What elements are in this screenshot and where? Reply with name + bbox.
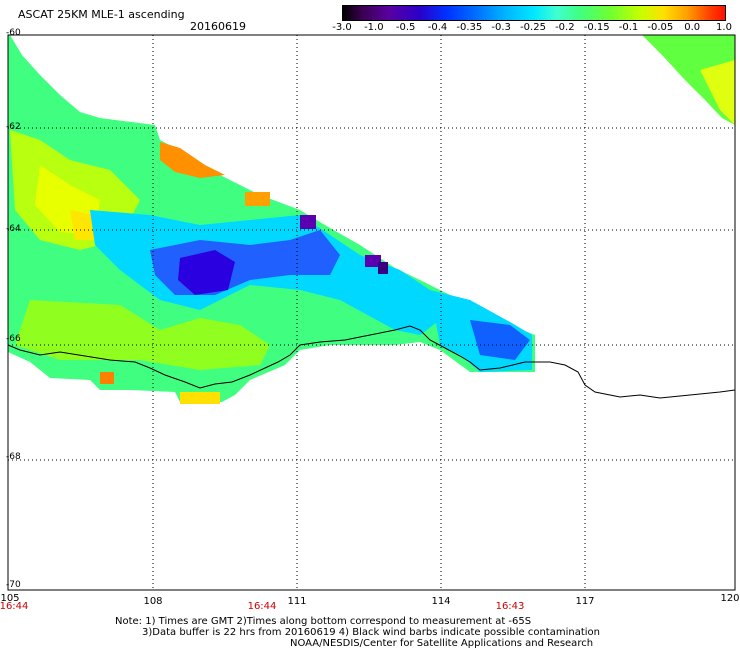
colorbar-tick-label: -0.5 (395, 22, 416, 33)
product-title: ASCAT 25KM MLE-1 ascending (18, 8, 185, 21)
colorbar-tick-label: -1.0 (364, 22, 384, 33)
date-label: 20160619 (190, 20, 246, 33)
orange-edge (160, 142, 225, 178)
orange-pixel (245, 192, 270, 206)
lat-label: -70 (6, 580, 21, 590)
colorbar-tick-label: -0.05 (647, 22, 674, 33)
data-region-darkblue (178, 250, 235, 295)
lon-label: 120 (720, 593, 740, 604)
colorbar-tick-label: -0.25 (520, 22, 546, 33)
lon-label: 105 (0, 593, 20, 604)
lon-label: 117 (575, 596, 595, 607)
note-line-1: Note: 1) Times are GMT 2)Times along bot… (115, 616, 532, 627)
colorbar-tick-label: -3.0 (332, 22, 352, 33)
note-line-2: 3)Data buffer is 22 hrs from 20160619 4)… (142, 627, 600, 638)
colorbar-tick-label: -0.3 (491, 22, 511, 33)
lat-label: -66 (6, 334, 21, 344)
colorbar (342, 5, 726, 21)
lon-label: 114 (431, 596, 451, 607)
purple-pixel (365, 255, 381, 267)
lat-label: -60 (6, 28, 21, 38)
time-label: 16:44 (0, 601, 29, 612)
data-region-topright (642, 35, 735, 125)
lon-label: 108 (143, 596, 163, 607)
time-label: 16:44 (247, 601, 277, 612)
colorbar-tick-label: -0.4 (427, 22, 448, 33)
map-frame (7, 34, 736, 591)
colorbar-tick-label: -0.15 (583, 22, 610, 33)
orange-pixel (100, 372, 114, 384)
coastline (7, 325, 736, 399)
ice-field (8, 35, 735, 404)
colorbar-tick-label: -0.1 (618, 22, 639, 33)
data-region-lowergreen (15, 300, 270, 370)
purple-pixel (300, 215, 316, 229)
colorbar-tick-label: 1.0 (716, 22, 732, 33)
data-region-topright-yellow (700, 60, 735, 125)
purple-pixel (378, 262, 388, 274)
colorbar-tick-label: 0.0 (684, 22, 701, 33)
time-label: 16:43 (495, 601, 525, 612)
colorbar-tick-label: -0.2 (555, 22, 575, 33)
lat-label: -62 (6, 122, 21, 132)
yellow-pixel (180, 392, 220, 404)
lon-label: 111 (287, 596, 307, 607)
graticule (8, 35, 735, 590)
lat-label: -64 (6, 224, 21, 234)
data-region-blue-right (470, 320, 530, 360)
lat-label: -68 (6, 452, 21, 462)
note-line-3: NOAA/NESDIS/Center for Satellite Applica… (290, 638, 594, 649)
colorbar-tick-label: -0.35 (456, 22, 483, 33)
